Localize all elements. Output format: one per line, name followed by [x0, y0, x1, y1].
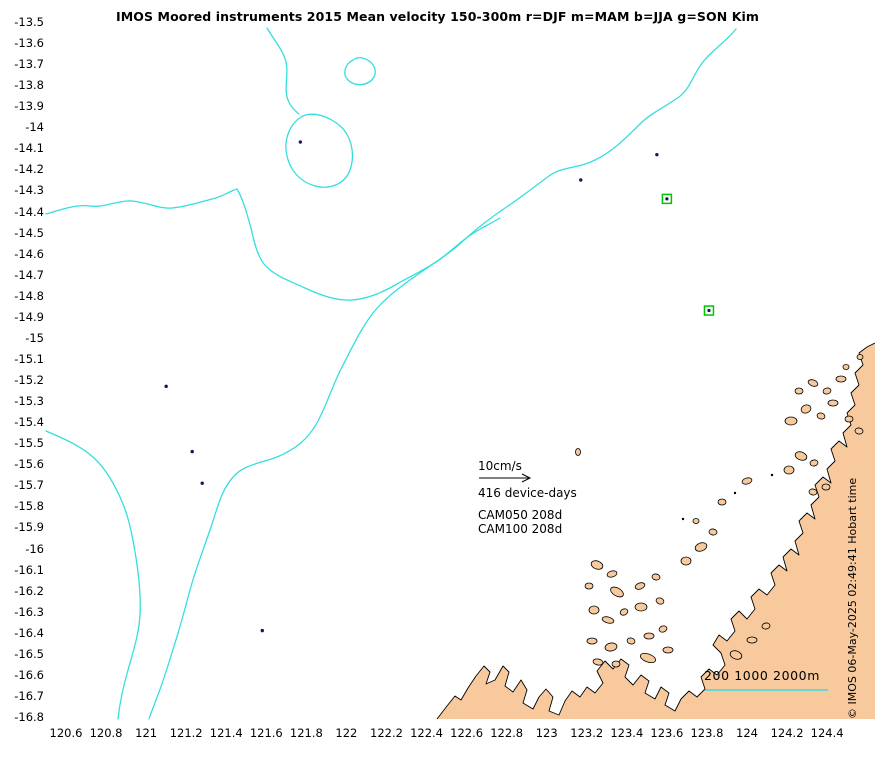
contour-line-northeast	[148, 28, 737, 720]
x-axis-tick-label: 121.4	[209, 726, 243, 740]
y-axis-tick-label: -13.5	[14, 15, 44, 29]
x-axis-tick-label: 120.6	[49, 726, 83, 740]
contour-closed-blob	[285, 113, 354, 188]
x-axis-tick-label: 124.4	[810, 726, 844, 740]
mooring-cam100-label: CAM100 208d	[478, 522, 563, 536]
y-axis-tick-label: -14.9	[14, 309, 44, 324]
y-axis-tick-label: -16.7	[14, 688, 44, 703]
y-axis-tick-label: -15.8	[14, 499, 44, 514]
y-axis-tick-label: -15.9	[14, 520, 44, 535]
y-axis-tick-label: -15.1	[14, 351, 44, 366]
mooring-squares-layer	[661, 193, 715, 316]
y-axis-tick-label: -16	[25, 541, 44, 556]
y-axis-tick-label: -16.1	[14, 562, 44, 577]
y-axis-tick-label: -14.8	[14, 288, 44, 303]
velocity-dot	[579, 178, 583, 182]
y-axis-tick-label: -14.4	[14, 204, 44, 219]
velocity-dot	[260, 628, 264, 633]
y-axis-tick-label: -15.4	[14, 415, 44, 430]
y-axis-tick-label: -15.7	[14, 478, 44, 493]
figure-title: IMOS Moored instruments 2015 Mean veloci…	[115, 9, 760, 24]
velocity-dot	[190, 449, 194, 454]
y-axis-tick-label: -13.8	[14, 78, 44, 93]
x-axis-tick-label: 122	[335, 726, 358, 740]
scale-arrow-icon	[479, 473, 532, 483]
y-axis-tick-label: -16.6	[14, 667, 44, 682]
y-axis-tick-label: -14.7	[14, 267, 44, 282]
x-axis-tick-label: 123	[535, 726, 558, 740]
mooring-square-marker	[661, 193, 673, 205]
mooring-square-marker	[703, 305, 715, 316]
x-axis-tick-label: 122.8	[490, 726, 524, 740]
y-axis-tick-label: -16.8	[14, 709, 44, 724]
y-axis-tick-label: -13.9	[14, 99, 44, 114]
x-axis-tick-label: 122.2	[370, 726, 403, 740]
y-axis-tick-label: -14.6	[14, 246, 44, 261]
copyright-watermark: © IMOS 06-May-2025 02:49:41 Hobart time	[846, 477, 859, 719]
velocity-dot	[298, 140, 303, 144]
y-axis-tick-label: -14.3	[14, 183, 44, 198]
x-axis-tick-label: 121.2	[169, 726, 203, 740]
y-axis-tick-label: -15	[25, 330, 44, 345]
device-days-label: 416 device-days	[478, 486, 577, 500]
x-axis-tick-label: 121.8	[289, 726, 323, 740]
mooring-center-dot	[665, 197, 669, 201]
velocity-dot	[200, 481, 204, 485]
islands	[575, 354, 864, 668]
mooring-cam050-label: CAM050 208d	[478, 508, 563, 522]
y-axis-tick-label: -14	[25, 120, 44, 135]
x-axis-tick-label: 121	[135, 726, 158, 740]
y-axis-tick-label: -13.6	[14, 36, 44, 51]
x-axis-tick-label: 122.4	[410, 726, 443, 740]
depth-legend-label: 200 1000 2000m	[704, 668, 821, 683]
y-axis-tick-label: -15.2	[14, 373, 44, 388]
bathymetry-contours	[45, 27, 737, 720]
y-axis-tick-label: -16.5	[14, 646, 44, 661]
x-axis-tick-label: 124.2	[770, 726, 804, 740]
x-axis-tick-label: 122.6	[450, 726, 484, 740]
contour-line-west	[45, 188, 501, 301]
velocity-dots-layer	[164, 140, 659, 633]
contour-closed-oval	[344, 56, 376, 86]
mooring-center-dot	[707, 308, 711, 313]
y-axis-tick-label: -13.7	[14, 57, 44, 72]
x-axis-tick-label: 121.6	[249, 726, 283, 740]
y-axis-tick-label: -16.4	[14, 625, 44, 640]
x-axis-tick-label: 120.8	[89, 726, 123, 740]
landmass	[436, 342, 875, 720]
x-axis-tick-label: 123.6	[650, 726, 684, 740]
x-axis-tick-label: 123.8	[690, 726, 724, 740]
scale-arrow-label: 10cm/s	[478, 459, 522, 473]
y-axis-tick-label: -14.2	[14, 162, 44, 177]
y-axis-tick-label: -14.5	[14, 225, 44, 240]
y-axis-tick-label: -15.6	[14, 457, 44, 472]
velocity-dot	[164, 384, 168, 389]
velocity-dot	[655, 152, 659, 157]
contour-line-southwest	[45, 430, 141, 720]
x-axis-tick-label: 123.2	[570, 726, 604, 740]
contour-line-north-entry	[266, 27, 300, 115]
y-axis-tick-label: -14.1	[14, 141, 44, 156]
y-axis-tick-label: -15.5	[14, 436, 44, 451]
mainland-coastline	[436, 342, 875, 720]
y-axis-tick-label: -15.3	[14, 394, 44, 409]
x-axis-tick-label: 123.4	[610, 726, 644, 740]
y-axis-tick-label: -16.3	[14, 604, 44, 619]
y-axis-tick-label: -16.2	[14, 583, 44, 598]
x-axis-tick-label: 124	[736, 726, 758, 740]
